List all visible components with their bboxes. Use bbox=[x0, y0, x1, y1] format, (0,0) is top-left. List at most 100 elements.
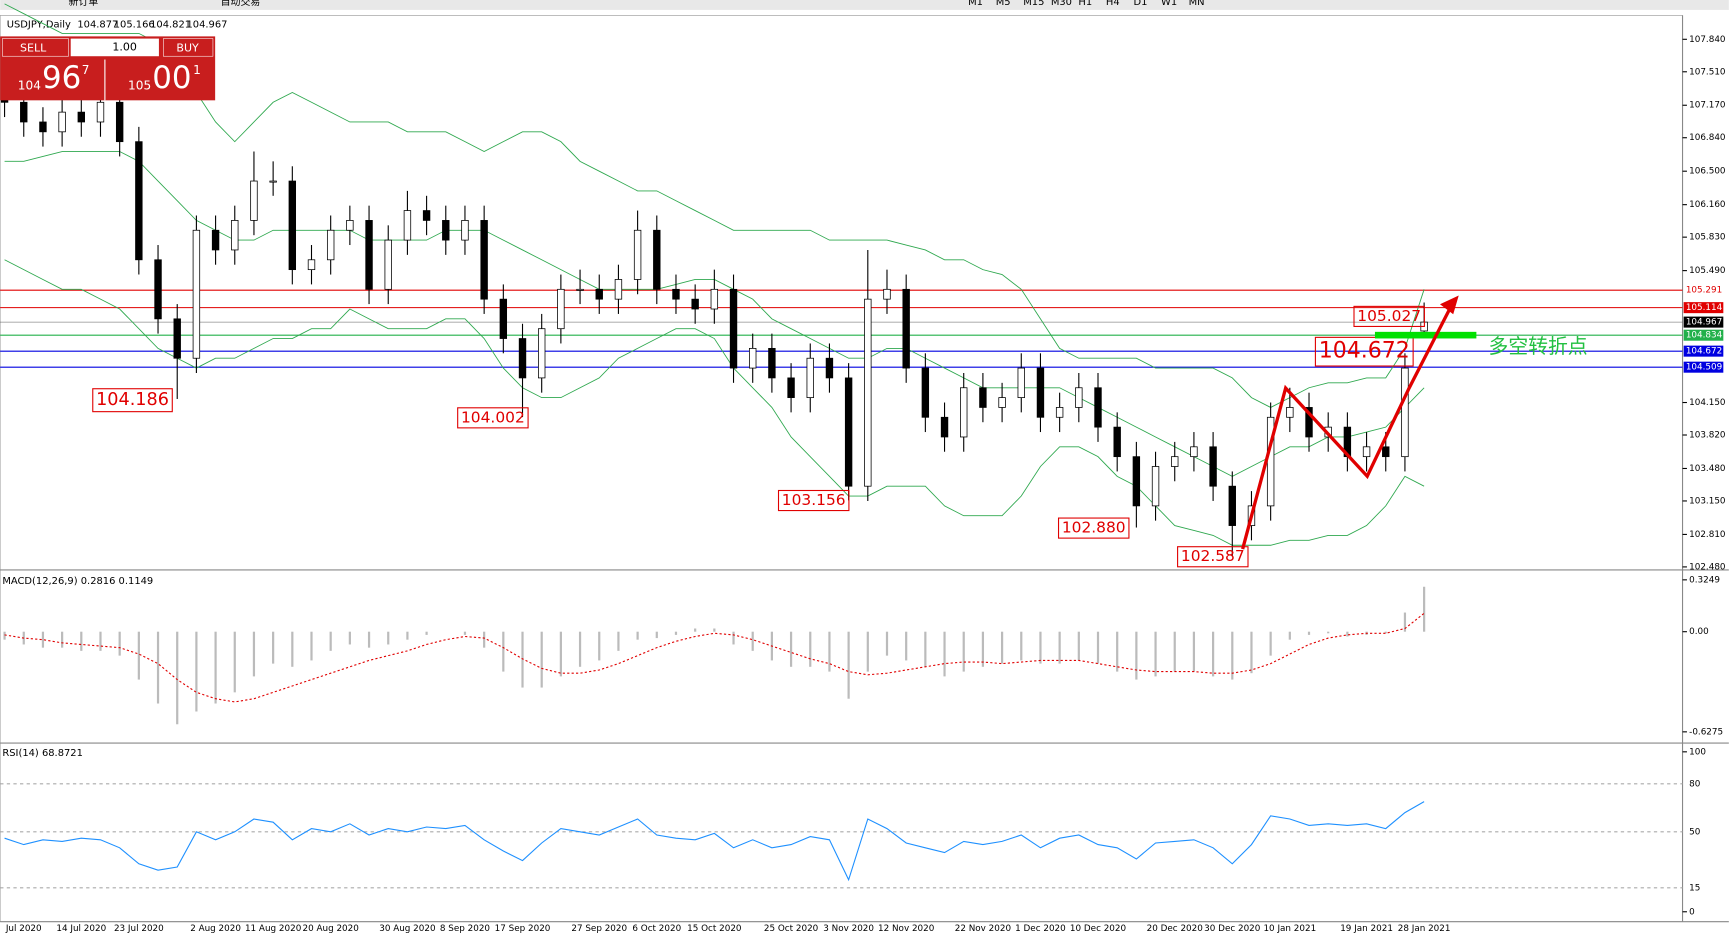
candle-body bbox=[1113, 426, 1121, 458]
y-tick-label: 100 bbox=[1689, 747, 1706, 757]
level-label: 104.967 bbox=[1686, 318, 1722, 328]
candle-body bbox=[288, 180, 297, 271]
macd-bar bbox=[291, 631, 294, 667]
ohlc-value: 104.877 bbox=[77, 19, 118, 30]
candle-body bbox=[998, 397, 1006, 408]
timeframe[interactable]: H1 bbox=[1078, 0, 1092, 8]
candle-body bbox=[192, 229, 201, 359]
new-order[interactable]: 新订单 bbox=[69, 0, 99, 8]
macd-bar bbox=[1096, 631, 1100, 664]
macd-bar bbox=[99, 631, 102, 651]
macd-bar bbox=[1173, 631, 1176, 672]
level-tag bbox=[1683, 345, 1724, 357]
timeframe[interactable]: MN bbox=[1189, 0, 1205, 8]
candle-body bbox=[806, 357, 814, 398]
candle-body bbox=[307, 259, 316, 271]
macd-bar bbox=[1211, 631, 1215, 677]
rsi-title: RSI(14) 68.8721 bbox=[2, 748, 83, 759]
annotation-text: 多空转折点 bbox=[1489, 335, 1588, 358]
macd-bar bbox=[674, 631, 678, 635]
x-tick-label: 11 Aug 2020 bbox=[245, 924, 302, 934]
x-tick-label: 30 Aug 2020 bbox=[379, 924, 436, 934]
y-tick-label: 106.160 bbox=[1689, 200, 1726, 210]
timeframe[interactable]: H4 bbox=[1106, 0, 1120, 8]
x-tick-label: 2 Aug 2020 bbox=[190, 924, 241, 934]
candle-body bbox=[173, 318, 181, 359]
macd-bar bbox=[694, 628, 697, 632]
lot-input[interactable] bbox=[70, 38, 159, 57]
timeframe[interactable]: M15 bbox=[1023, 0, 1044, 8]
x-tick-label: Jul 2020 bbox=[5, 924, 42, 934]
macd-bar bbox=[118, 631, 121, 656]
macd-bar bbox=[1288, 631, 1291, 640]
candle-body bbox=[499, 298, 508, 339]
y-tick-label: 107.840 bbox=[1689, 35, 1726, 45]
candle-body bbox=[1171, 456, 1179, 467]
macd-bar bbox=[1192, 631, 1196, 672]
macd-bar bbox=[1423, 586, 1426, 632]
x-tick-label: 14 Jul 2020 bbox=[56, 924, 106, 934]
macd-bar bbox=[924, 631, 927, 667]
candle-body bbox=[39, 121, 47, 133]
buy-button[interactable] bbox=[163, 38, 214, 57]
rsi-line bbox=[4, 801, 1425, 882]
macd-bar bbox=[387, 631, 390, 645]
x-tick-label: 20 Dec 2020 bbox=[1147, 924, 1204, 934]
macd-bar bbox=[195, 631, 198, 712]
macd-bar bbox=[367, 631, 371, 648]
auto-trade[interactable]: 自动交易 bbox=[221, 0, 261, 8]
macd-bar bbox=[233, 631, 236, 693]
candle-body bbox=[1190, 446, 1198, 458]
timeframe[interactable]: M30 bbox=[1051, 0, 1072, 8]
macd-bar bbox=[962, 631, 965, 672]
level-tag bbox=[1683, 302, 1724, 314]
sell-button[interactable] bbox=[2, 38, 69, 57]
timeframe[interactable]: M5 bbox=[996, 0, 1011, 8]
x-tick-label: 28 Jan 2021 bbox=[1398, 924, 1451, 934]
x-tick-label: 23 Jul 2020 bbox=[114, 924, 164, 934]
candle-body bbox=[154, 259, 162, 320]
macd-bar bbox=[1403, 612, 1407, 632]
candle-body bbox=[825, 357, 834, 379]
chart-area bbox=[0, 15, 1683, 922]
macd-bar bbox=[425, 631, 428, 635]
ohlc-value: 104.821 bbox=[150, 19, 191, 30]
x-tick-label: 12 Nov 2020 bbox=[878, 924, 935, 934]
candle-body bbox=[787, 377, 795, 398]
x-tick-label: 8 Sep 2020 bbox=[440, 924, 491, 934]
annotation-text: 103.156 bbox=[782, 491, 846, 509]
macd-bar bbox=[1020, 631, 1023, 661]
lot-value[interactable]: 1.00 bbox=[112, 40, 137, 53]
candle-body bbox=[883, 288, 891, 300]
timeframe[interactable]: M1 bbox=[968, 0, 983, 8]
candle-body bbox=[96, 101, 105, 123]
x-tick-label: 17 Sep 2020 bbox=[495, 924, 551, 934]
ohlc-value: 104.967 bbox=[186, 19, 227, 30]
macd-bar bbox=[329, 631, 332, 651]
candle-body bbox=[77, 111, 85, 123]
trade-panel: SELL 1.00 BUY 104 96 7 105 00 1 bbox=[0, 36, 216, 101]
x-tick-label: 30 Dec 2020 bbox=[1204, 924, 1261, 934]
macd-bar bbox=[905, 631, 908, 661]
candle-body bbox=[864, 298, 872, 487]
sell-label[interactable]: SELL bbox=[20, 42, 47, 55]
macd-bar bbox=[713, 628, 716, 632]
y-tick-label: 105.490 bbox=[1689, 266, 1726, 276]
annotation-box bbox=[1177, 546, 1249, 568]
y-tick-label: 106.840 bbox=[1689, 133, 1726, 143]
candle-body bbox=[1401, 367, 1409, 458]
bid-point: 7 bbox=[82, 63, 90, 77]
timeframe[interactable]: D1 bbox=[1134, 0, 1148, 8]
level-label: 105.291 bbox=[1686, 286, 1722, 296]
annotation-text: 104.186 bbox=[96, 390, 169, 410]
macd-bar bbox=[310, 631, 313, 661]
x-tick-label: 19 Jan 2021 bbox=[1340, 924, 1393, 934]
macd-bar bbox=[1384, 631, 1387, 634]
y-tick-label: 102.480 bbox=[1689, 562, 1726, 572]
y-tick-label: 0.3249 bbox=[1689, 575, 1720, 585]
timeframe[interactable]: W1 bbox=[1161, 0, 1177, 8]
bid-big: 104 bbox=[18, 78, 41, 92]
ask-big: 105 bbox=[128, 78, 151, 92]
buy-label[interactable]: BUY bbox=[176, 42, 199, 55]
